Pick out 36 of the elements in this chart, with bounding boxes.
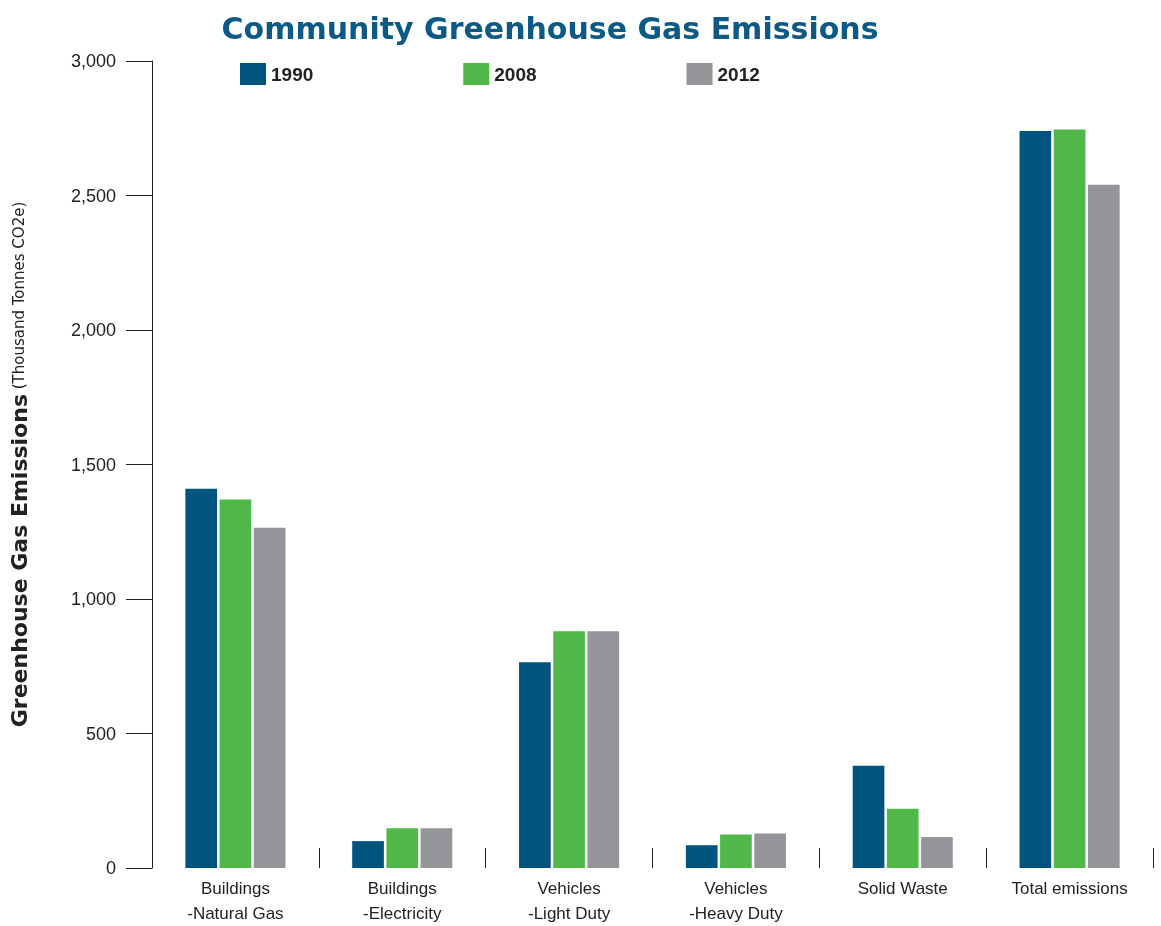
bar	[587, 631, 620, 868]
legend-label: 1990	[271, 63, 314, 85]
bar	[1019, 130, 1052, 868]
y-tick-label: 500	[85, 723, 116, 744]
y-tick-label: 1,500	[70, 454, 116, 475]
x-tick-label: Total emissions	[1011, 879, 1128, 898]
y-tick-label: 2,500	[70, 185, 116, 206]
y-tick-label: 2,000	[70, 320, 116, 340]
bar	[685, 845, 718, 868]
bar	[185, 488, 218, 868]
bar	[852, 765, 885, 868]
bar	[1087, 184, 1120, 868]
bar	[352, 841, 384, 868]
bar	[386, 828, 419, 868]
x-tick-label: Vehicles -Light Duty	[527, 879, 611, 923]
chart-title: Community Greenhouse Gas Emissions	[221, 10, 879, 46]
x-tick-label: Buildings -Electricity	[363, 879, 442, 923]
bar	[886, 808, 919, 868]
bar	[420, 828, 453, 868]
legend-label: 2012	[717, 63, 760, 85]
bar	[253, 527, 286, 868]
x-tick-label: Vehicles -Heavy Duty	[689, 879, 784, 923]
bar	[754, 833, 786, 868]
legend-label: 2008	[494, 63, 537, 85]
x-tick-label: Buildings -Natural Gas	[187, 879, 284, 923]
y-tick-label: 3,000	[70, 51, 116, 71]
y-axis-title: Greenhouse Gas Emissions (Thousand Tonnes CO2e)	[6, 201, 32, 728]
y-tick-label: 1,000	[70, 589, 116, 609]
x-tick-label: Solid Waste	[857, 879, 948, 898]
bar	[219, 499, 252, 868]
bar	[553, 631, 585, 868]
bar	[921, 837, 953, 868]
bar	[519, 662, 551, 868]
bar	[720, 834, 752, 868]
y-tick-label: 0	[105, 858, 116, 878]
bar	[1053, 129, 1086, 868]
